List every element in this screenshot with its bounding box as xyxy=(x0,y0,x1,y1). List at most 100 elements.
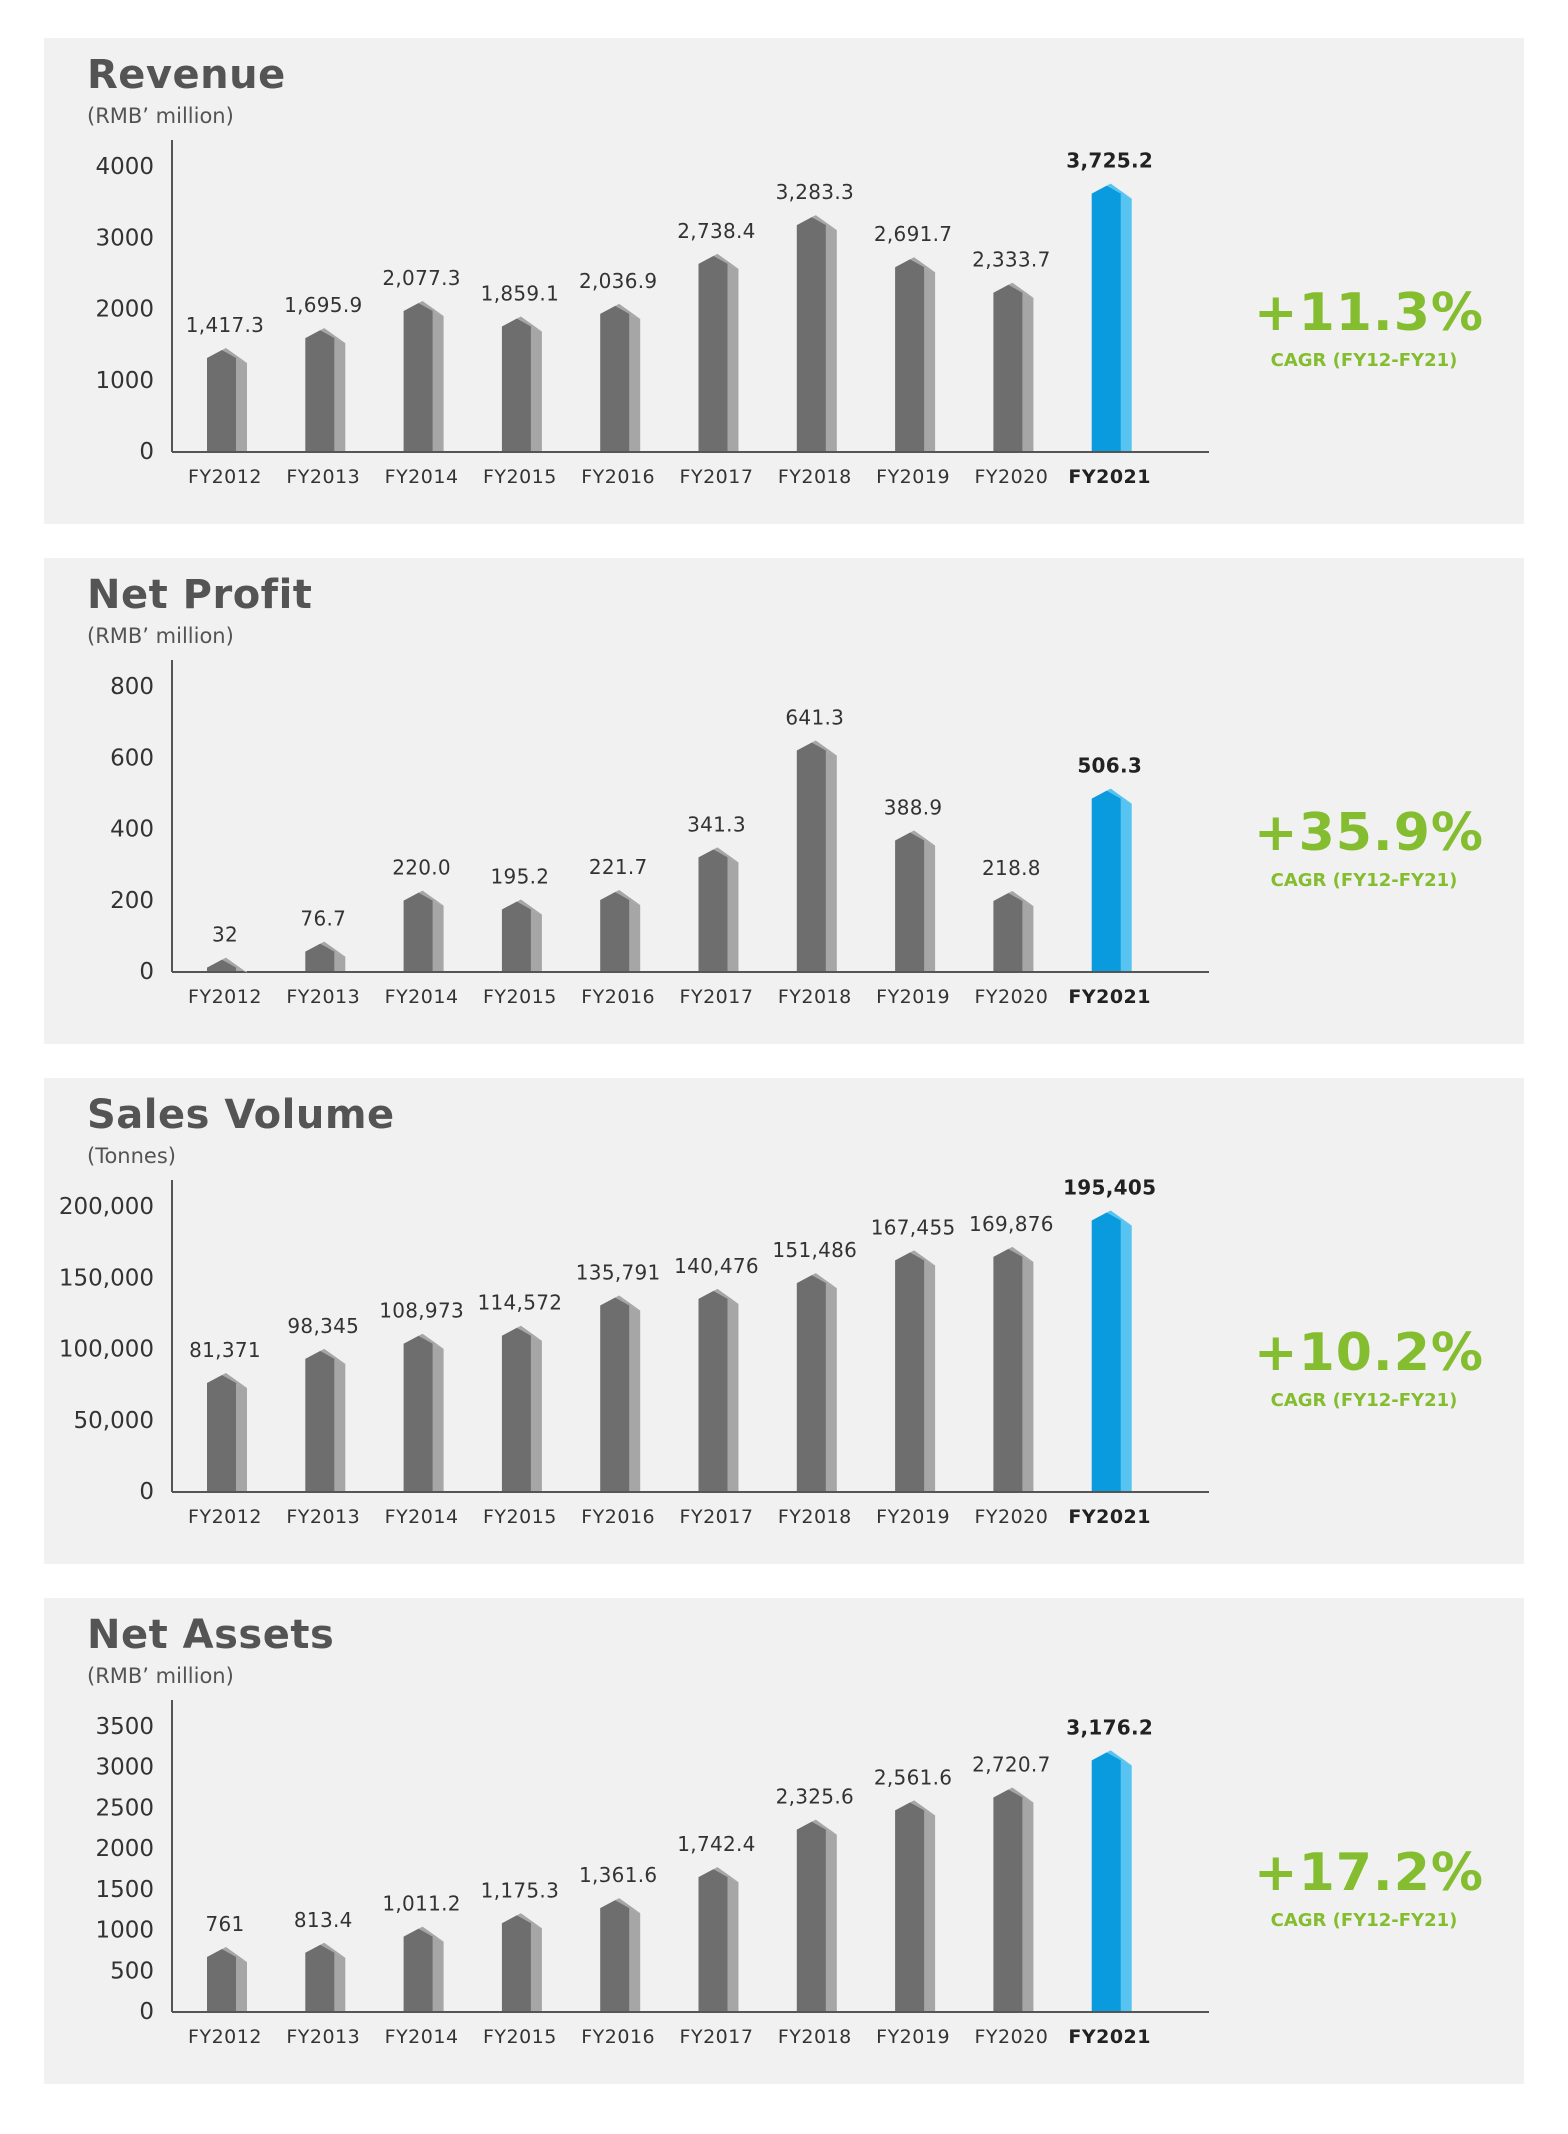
y-tick-label: 600 xyxy=(110,745,154,771)
y-tick-label: 200 xyxy=(110,888,154,914)
net-profit-bar-chart: 0 200 400 600 800 32 FY2012 76.7 FY2013 220.0 FY20… xyxy=(110,660,1209,1008)
x-tick-label: FY2014 xyxy=(385,2026,459,2048)
bar-front xyxy=(993,1248,1024,1491)
bar-side xyxy=(1022,292,1034,451)
y-tick-label: 3500 xyxy=(95,1714,154,1740)
bar xyxy=(600,890,641,971)
x-tick-label: FY2012 xyxy=(188,986,262,1008)
bar-side xyxy=(924,1260,936,1491)
y-tick-label: 400 xyxy=(110,817,154,843)
bar xyxy=(1091,183,1132,451)
bar xyxy=(895,1250,936,1491)
bar-front xyxy=(501,1915,532,2011)
value-label: 108,973 xyxy=(379,1299,464,1323)
bar xyxy=(305,1348,346,1491)
bar-side xyxy=(924,267,936,451)
bar-side xyxy=(1120,798,1132,971)
bar xyxy=(600,303,641,451)
bar-front xyxy=(305,1944,336,2011)
value-label: 221.7 xyxy=(589,855,648,879)
bar-front xyxy=(1091,185,1122,451)
value-label: 813.4 xyxy=(294,1908,353,1932)
value-label: 2,738.4 xyxy=(677,219,755,243)
bar-front xyxy=(600,1900,631,2011)
bar-front xyxy=(1091,790,1122,971)
bar-cap xyxy=(320,941,346,957)
x-tick-label: FY2019 xyxy=(876,466,950,488)
bar xyxy=(1091,1210,1132,1491)
x-tick-label: FY2012 xyxy=(188,2026,262,2048)
value-label: 32 xyxy=(212,923,238,947)
bar-cap xyxy=(1008,282,1034,298)
value-label: 1,695.9 xyxy=(284,293,362,317)
bar xyxy=(698,847,739,971)
bar xyxy=(403,890,444,971)
y-tick-label: 1000 xyxy=(95,368,154,394)
bar-side xyxy=(825,1283,837,1491)
y-tick-label: 800 xyxy=(110,674,154,700)
bar-side xyxy=(924,1810,936,2011)
bar-side xyxy=(825,225,837,451)
value-label: 3,176.2 xyxy=(1066,1715,1153,1739)
bar xyxy=(207,348,247,451)
cagr-label: CAGR (FY12-FY21) xyxy=(1270,1910,1458,1931)
bar xyxy=(796,740,837,971)
chart-title: Revenue xyxy=(87,52,286,98)
x-tick-label: FY2021 xyxy=(1068,986,1151,1008)
bar-side xyxy=(1120,1220,1132,1491)
x-tick-label: FY2018 xyxy=(778,466,852,488)
x-tick-label: FY2020 xyxy=(974,2026,1048,2048)
bar-cap xyxy=(713,847,739,863)
value-label: 2,036.9 xyxy=(579,269,657,293)
bar-front xyxy=(895,259,926,451)
bar-cap xyxy=(418,1333,444,1349)
bar-side xyxy=(530,1335,542,1491)
bar-side xyxy=(825,750,837,971)
bar-side xyxy=(530,1923,542,2011)
bar xyxy=(698,1288,739,1491)
value-label: 341.3 xyxy=(687,812,746,836)
cagr-value: +35.9% xyxy=(1254,803,1484,863)
cagr-label: CAGR (FY12-FY21) xyxy=(1270,870,1458,891)
bar-cap xyxy=(320,1942,346,1958)
bar-side xyxy=(1022,1256,1034,1491)
bar-cap xyxy=(811,740,837,756)
value-label: 3,283.3 xyxy=(776,180,854,204)
x-tick-label: FY2016 xyxy=(581,1506,655,1528)
bar xyxy=(993,891,1034,971)
bar-cap xyxy=(1106,1750,1132,1766)
bar-front xyxy=(796,217,827,451)
x-tick-label: FY2016 xyxy=(581,2026,655,2048)
value-label: 1,175.3 xyxy=(481,1878,559,1902)
bar xyxy=(1091,1750,1132,2011)
bar-front xyxy=(305,1350,336,1491)
bar-front xyxy=(993,893,1024,971)
bar-cap xyxy=(713,253,739,269)
y-tick-label: 1500 xyxy=(95,1877,154,1903)
sales-volume-chart-panel: Sales Volume (Tonnes) 0 50,000 100,000 150,… xyxy=(44,1078,1524,1564)
bar-cap xyxy=(910,257,936,273)
bar-cap xyxy=(222,1373,247,1389)
bar-cap xyxy=(222,957,247,973)
bar-side xyxy=(334,1952,346,2011)
bar-cap xyxy=(320,1348,346,1364)
x-tick-label: FY2018 xyxy=(778,2026,852,2048)
x-tick-label: FY2015 xyxy=(483,1506,557,1528)
bar-cap xyxy=(222,1947,247,1963)
bar-front xyxy=(698,849,729,971)
x-tick-label: FY2021 xyxy=(1068,2026,1151,2048)
bar-front xyxy=(600,1297,631,1491)
bar xyxy=(501,899,542,971)
bar xyxy=(600,1898,641,2011)
net-assets-bar-chart: 0 500 1000 1500 2000 2500 3000 3500 761 FY2012 813… xyxy=(95,1700,1209,2048)
x-tick-label: FY2017 xyxy=(680,1506,754,1528)
bar-cap xyxy=(910,830,936,846)
bar-cap xyxy=(1106,1210,1132,1226)
bar xyxy=(796,1819,837,2011)
bar-cap xyxy=(615,1295,641,1311)
bar-side xyxy=(727,1298,739,1491)
bar-cap xyxy=(320,328,346,344)
x-tick-label: FY2017 xyxy=(680,986,754,1008)
bar-side xyxy=(924,840,936,971)
x-tick-label: FY2017 xyxy=(680,466,754,488)
